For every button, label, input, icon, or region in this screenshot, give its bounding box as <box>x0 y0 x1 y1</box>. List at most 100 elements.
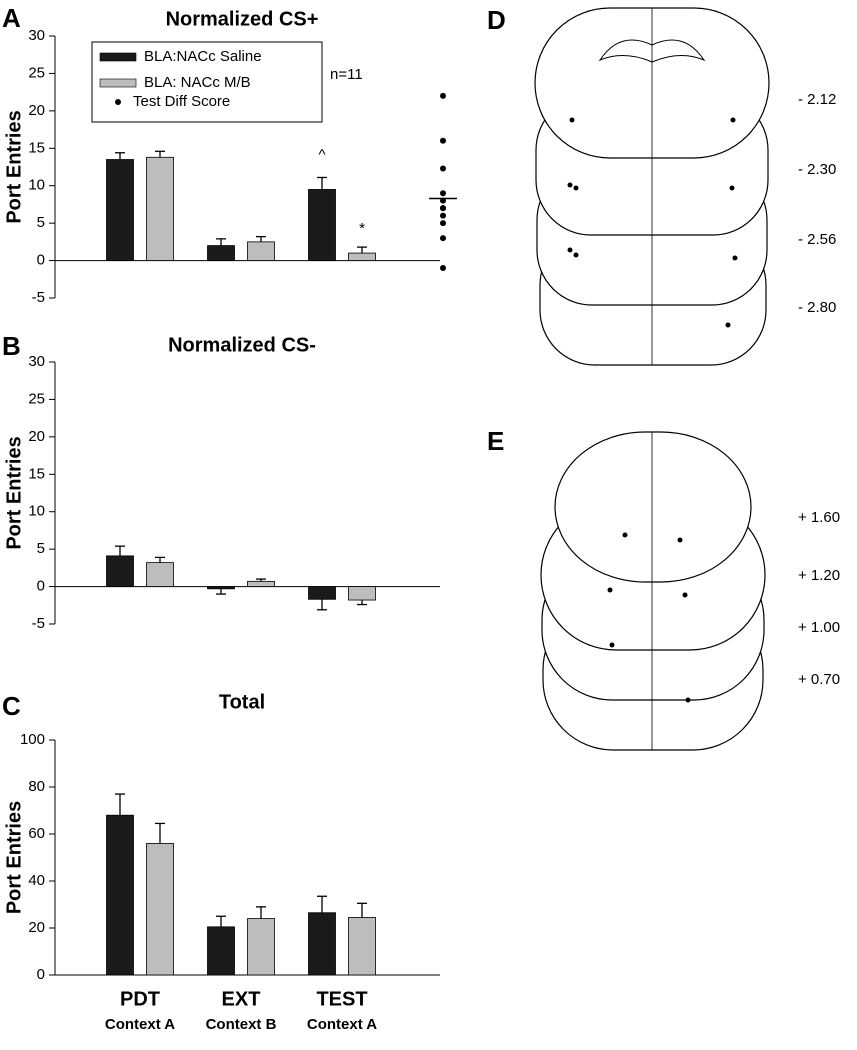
y-tick-label: 100 <box>20 731 45 748</box>
bar <box>308 912 336 976</box>
diff-point <box>440 165 446 172</box>
y-axis-label: Port Entries <box>3 801 25 914</box>
site <box>573 252 579 258</box>
y-tick-label: 20 <box>28 919 45 936</box>
y-tick-label: 0 <box>37 252 45 269</box>
y-tick-label: 10 <box>28 503 45 520</box>
y-tick-label: 25 <box>28 390 45 407</box>
chart-title: Normalized CS+ <box>166 8 319 30</box>
y-tick-label: 60 <box>28 825 45 842</box>
bar <box>146 562 174 587</box>
site <box>573 185 579 191</box>
bar <box>106 814 134 976</box>
legend-dot <box>115 99 121 105</box>
y-tick-label: 30 <box>28 353 45 370</box>
y-tick-label: -5 <box>32 289 45 306</box>
y-axis-label: Port Entries <box>3 436 25 549</box>
atlas-level: + 1.00 <box>798 619 840 636</box>
diff-point <box>440 212 446 219</box>
y-tick-label: 30 <box>28 27 45 44</box>
panel-letter: C <box>2 691 21 721</box>
atlas-level: + 1.60 <box>798 509 840 526</box>
chart-title: Normalized CS- <box>168 334 316 356</box>
y-tick-label: 5 <box>37 214 45 231</box>
atlas-d <box>534 7 770 366</box>
site <box>732 255 738 261</box>
x-tick-label: EXT <box>222 988 261 1010</box>
atlas-level: - 2.80 <box>798 299 836 316</box>
atlas-level: - 2.12 <box>798 91 836 108</box>
diff-point <box>440 220 446 227</box>
bar <box>348 586 376 601</box>
x-tick-label: PDT <box>120 988 160 1010</box>
y-tick-label: 15 <box>28 465 45 482</box>
atlas-level: + 1.20 <box>798 567 840 584</box>
legend-label: BLA:NACc Saline <box>144 48 262 65</box>
y-tick-label: 20 <box>28 428 45 445</box>
site <box>569 117 575 123</box>
atlas-level: + 0.70 <box>798 671 840 688</box>
diff-point <box>440 190 446 197</box>
y-tick-label: 0 <box>37 966 45 983</box>
bar <box>247 580 275 587</box>
x-context-label: Context A <box>307 1016 377 1033</box>
annotation: n=11 <box>330 66 363 83</box>
bar <box>207 245 235 261</box>
y-tick-label: 20 <box>28 102 45 119</box>
panel-letter: A <box>2 3 21 33</box>
bar <box>247 241 275 261</box>
atlas-level: - 2.56 <box>798 231 836 248</box>
site <box>567 182 573 188</box>
bar <box>146 156 174 261</box>
x-tick-label: TEST <box>316 988 367 1010</box>
x-context-label: Context B <box>206 1016 277 1033</box>
atlas-level: - 2.30 <box>798 161 836 178</box>
annotation: ^ <box>318 146 325 163</box>
bar <box>348 917 376 976</box>
chart-title: Total <box>219 691 265 713</box>
diff-point <box>440 235 446 242</box>
diff-point <box>440 92 446 99</box>
site <box>622 532 628 538</box>
site <box>609 642 615 648</box>
y-tick-label: 5 <box>37 540 45 557</box>
panel-letter: D <box>487 5 506 35</box>
bar <box>207 926 235 976</box>
site <box>607 587 613 593</box>
diff-point <box>440 265 446 272</box>
site <box>567 247 573 253</box>
panel-letter: E <box>487 426 504 456</box>
site <box>730 117 736 123</box>
structure <box>598 39 706 63</box>
x-context-label: Context A <box>105 1016 175 1033</box>
annotation: * <box>359 220 365 237</box>
bar <box>207 586 235 590</box>
y-tick-label: 25 <box>28 64 45 81</box>
bar <box>106 555 134 587</box>
bar <box>106 159 134 261</box>
bar <box>348 252 376 261</box>
atlas-e <box>540 431 766 751</box>
diff-point <box>440 137 446 144</box>
site <box>729 185 735 191</box>
site <box>682 592 688 598</box>
y-tick-label: 80 <box>28 778 45 795</box>
bar <box>308 189 336 261</box>
legend-swatch <box>99 52 137 62</box>
legend-label: Test Diff Score <box>133 93 230 110</box>
legend-label: BLA: NACc M/B <box>144 74 251 91</box>
y-tick-label: -5 <box>32 615 45 632</box>
y-tick-label: 15 <box>28 139 45 156</box>
y-axis-label: Port Entries <box>3 110 25 223</box>
bar <box>247 918 275 976</box>
site <box>725 322 731 328</box>
diff-point <box>440 205 446 212</box>
legend-swatch <box>99 78 137 88</box>
panel-letter: B <box>2 331 21 361</box>
section <box>554 431 752 583</box>
y-tick-label: 40 <box>28 872 45 889</box>
site <box>677 537 683 543</box>
y-tick-label: 0 <box>37 578 45 595</box>
bar <box>308 586 336 600</box>
